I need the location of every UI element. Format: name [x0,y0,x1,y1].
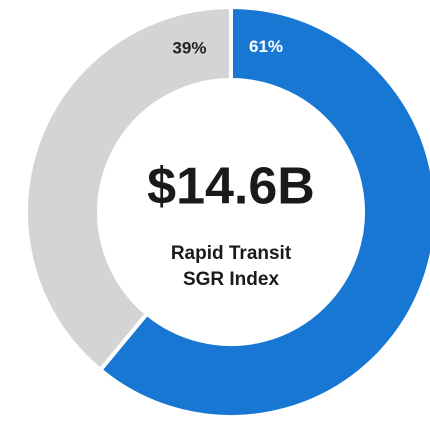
value-label: 61% [249,37,283,56]
center-label: Rapid Transit [171,243,292,264]
value-label: 39% [172,39,206,58]
donut-segment [24,4,233,373]
donut-segment [97,4,430,419]
center-label: SGR Index [183,269,280,290]
center-value: $14.6B [147,158,315,216]
